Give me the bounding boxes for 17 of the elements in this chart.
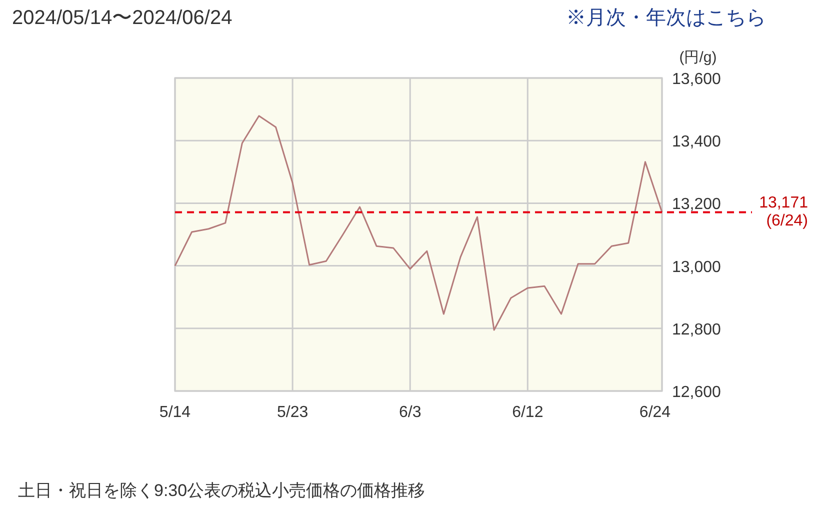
x-tick-label: 5/14 [159,404,191,421]
y-tick-label: 13,600 [672,71,722,88]
x-tick-label: 6/3 [398,404,422,421]
y-tick-label: 13,000 [672,258,722,276]
x-tick-label: 5/23 [276,404,308,421]
y-tick-label: 12,800 [672,321,722,338]
x-tick-label: 6/12 [512,404,544,421]
y-tick-label: 13,400 [672,134,722,151]
y-axis-title: (円/g) [679,49,717,66]
line-series [174,115,663,331]
text: 土日・祝日を除く9:30公表の税込小売価格の価格推移 [18,481,426,500]
y-tick-label: 13,200 [672,196,722,214]
chart-title: 2024/05/14〜2024/06/24 [12,7,232,29]
x-tick-label: 6/24 [639,404,671,421]
y-tick-label: 12,600 [672,384,722,401]
text: ※月次・年次はこちら [566,7,766,29]
ref-line-label: 13,171 (6/24) [759,194,808,230]
